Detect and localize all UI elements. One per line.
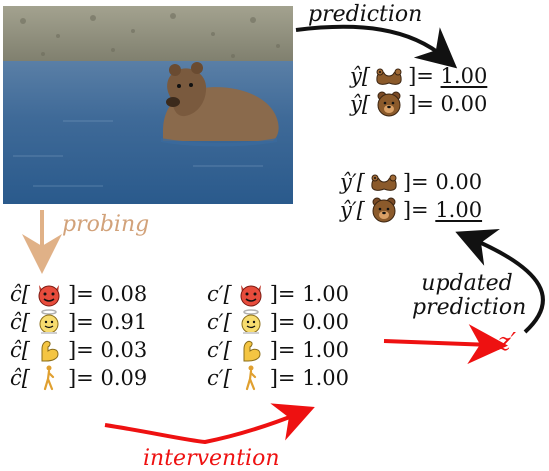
concept-row-devil: ĉ[ ]= 0.08 bbox=[10, 281, 148, 307]
prediction-block: ŷ[ ]= 1.00 ŷ[ ]= 0.00 bbox=[350, 62, 487, 118]
prediction-row-otter: ŷ[ ]= 1.00 bbox=[350, 63, 488, 89]
otter-icon bbox=[369, 169, 399, 195]
updated-prediction-arrow bbox=[455, 229, 545, 334]
updated-row-bear: ŷ′[ ]= 1.00 bbox=[340, 197, 483, 223]
concept-row-angel: ĉ[ ]= 0.91 bbox=[10, 309, 148, 335]
otter-icon bbox=[374, 63, 404, 89]
concept-intervention-block: c′[ ]= 1.00 c′[ ]= 0.00 c′[ ]= 1.00 c′[ … bbox=[207, 280, 349, 392]
prediction-row-bear: ŷ[ ]= 0.00 bbox=[350, 91, 488, 117]
updated-prediction-label: updated prediction bbox=[412, 271, 527, 320]
devil-face-icon bbox=[34, 281, 64, 307]
intervened-row-devil: c′[ ]= 1.00 bbox=[207, 281, 349, 307]
flexed-biceps-icon bbox=[34, 337, 64, 363]
intervention-arrow bbox=[104, 403, 315, 445]
to-z-arrow bbox=[383, 324, 508, 365]
devil-face-icon bbox=[236, 281, 266, 307]
updated-prediction-block: ŷ′[ ]= 0.00 ŷ′[ ]= 1.00 bbox=[340, 168, 482, 224]
updated-prediction-line1: updated bbox=[421, 271, 513, 296]
angel-face-icon bbox=[236, 309, 266, 335]
walking-person-icon bbox=[34, 365, 64, 391]
flexed-biceps-icon bbox=[236, 337, 266, 363]
z-prime-label: z′ bbox=[498, 328, 517, 356]
intervention-label: intervention bbox=[143, 446, 280, 471]
walking-person-icon bbox=[236, 365, 266, 391]
probing-label: probing bbox=[62, 212, 150, 237]
bear-icon bbox=[369, 197, 399, 223]
updated-prediction-line2: prediction bbox=[412, 295, 527, 320]
concept-row-walking: ĉ[ ]= 0.09 bbox=[10, 365, 148, 391]
intervened-row-angel: c′[ ]= 0.00 bbox=[207, 309, 349, 335]
bear-icon bbox=[374, 91, 404, 117]
bear-photo bbox=[3, 6, 293, 204]
prediction-label: prediction bbox=[308, 2, 423, 27]
bear-figure bbox=[161, 62, 279, 147]
concept-row-biceps: ĉ[ ]= 0.03 bbox=[10, 337, 148, 363]
intervened-row-walking: c′[ ]= 1.00 bbox=[207, 365, 349, 391]
concept-probe-block: ĉ[ ]= 0.08 ĉ[ ]= 0.91 ĉ[ ]= 0.03 ĉ[ ]= 0… bbox=[10, 280, 147, 392]
angel-face-icon bbox=[34, 309, 64, 335]
updated-row-otter: ŷ′[ ]= 0.00 bbox=[340, 169, 483, 195]
prediction-arrow bbox=[295, 24, 458, 69]
intervened-row-biceps: c′[ ]= 1.00 bbox=[207, 337, 349, 363]
